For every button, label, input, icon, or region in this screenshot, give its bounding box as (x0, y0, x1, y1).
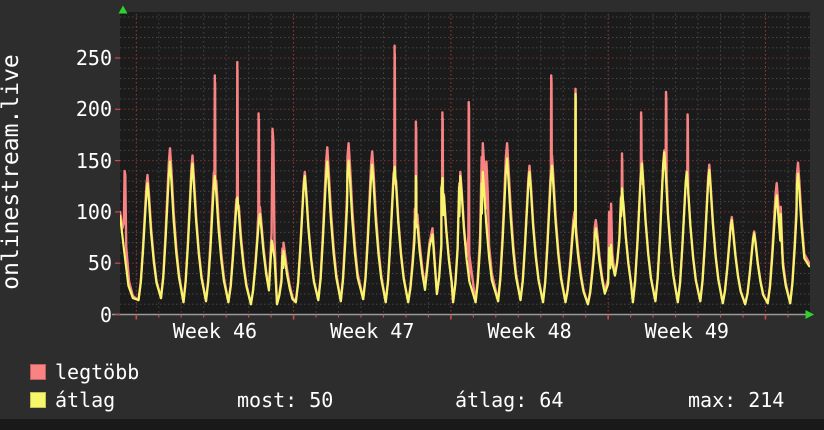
grid-major (120, 14, 810, 315)
stat-atlag: átlag: 64 (455, 388, 564, 412)
legend-label-avg: átlag (55, 388, 116, 412)
stat-max: max: 214 (688, 388, 785, 412)
legend-swatch-max-icon (30, 364, 46, 380)
legend-swatch-avg-icon (30, 392, 46, 408)
legend-row-avg: átlag (30, 390, 115, 410)
x-week-label: Week 49 (644, 319, 729, 343)
x-week-label: Week 48 (487, 319, 572, 343)
y-axis-arrow-icon (118, 5, 128, 14)
stat-most: most: 50 (237, 388, 334, 412)
y-tick-label: 200 (75, 97, 112, 122)
y-tick-label: 250 (75, 46, 112, 70)
bottom-strip (0, 419, 824, 430)
data-series (120, 44, 810, 306)
x-week-label: Week 47 (330, 319, 415, 343)
y-tick-label: 50 (87, 251, 112, 276)
x-axis-arrow-icon (805, 310, 814, 319)
series-avg-line (120, 92, 810, 306)
y-tick-label: 150 (75, 148, 112, 173)
legend-label-max: legtöbb (55, 360, 140, 384)
y-tick-label: 0 (99, 302, 112, 327)
legend-row-max: legtöbb (30, 362, 139, 382)
axis-ticks (115, 57, 789, 320)
x-week-label: Week 46 (172, 319, 258, 343)
y-tick-label: 100 (75, 199, 112, 224)
